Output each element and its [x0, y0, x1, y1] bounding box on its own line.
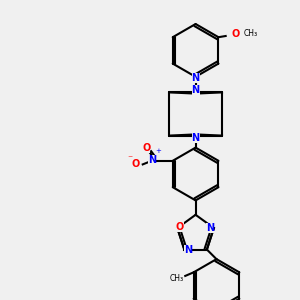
Text: N: N: [191, 133, 200, 143]
Text: N: N: [206, 223, 214, 233]
Text: O: O: [142, 142, 151, 153]
Text: ⁻: ⁻: [127, 154, 132, 165]
Text: CH₃: CH₃: [170, 274, 184, 283]
Text: CH₃: CH₃: [244, 29, 258, 38]
Text: O: O: [176, 222, 184, 232]
Text: N: N: [191, 73, 200, 83]
Text: O: O: [231, 28, 239, 39]
Text: +: +: [155, 148, 161, 154]
Text: N: N: [184, 244, 192, 254]
Text: O: O: [131, 159, 140, 170]
Text: N: N: [191, 85, 200, 95]
Text: N: N: [148, 154, 156, 165]
